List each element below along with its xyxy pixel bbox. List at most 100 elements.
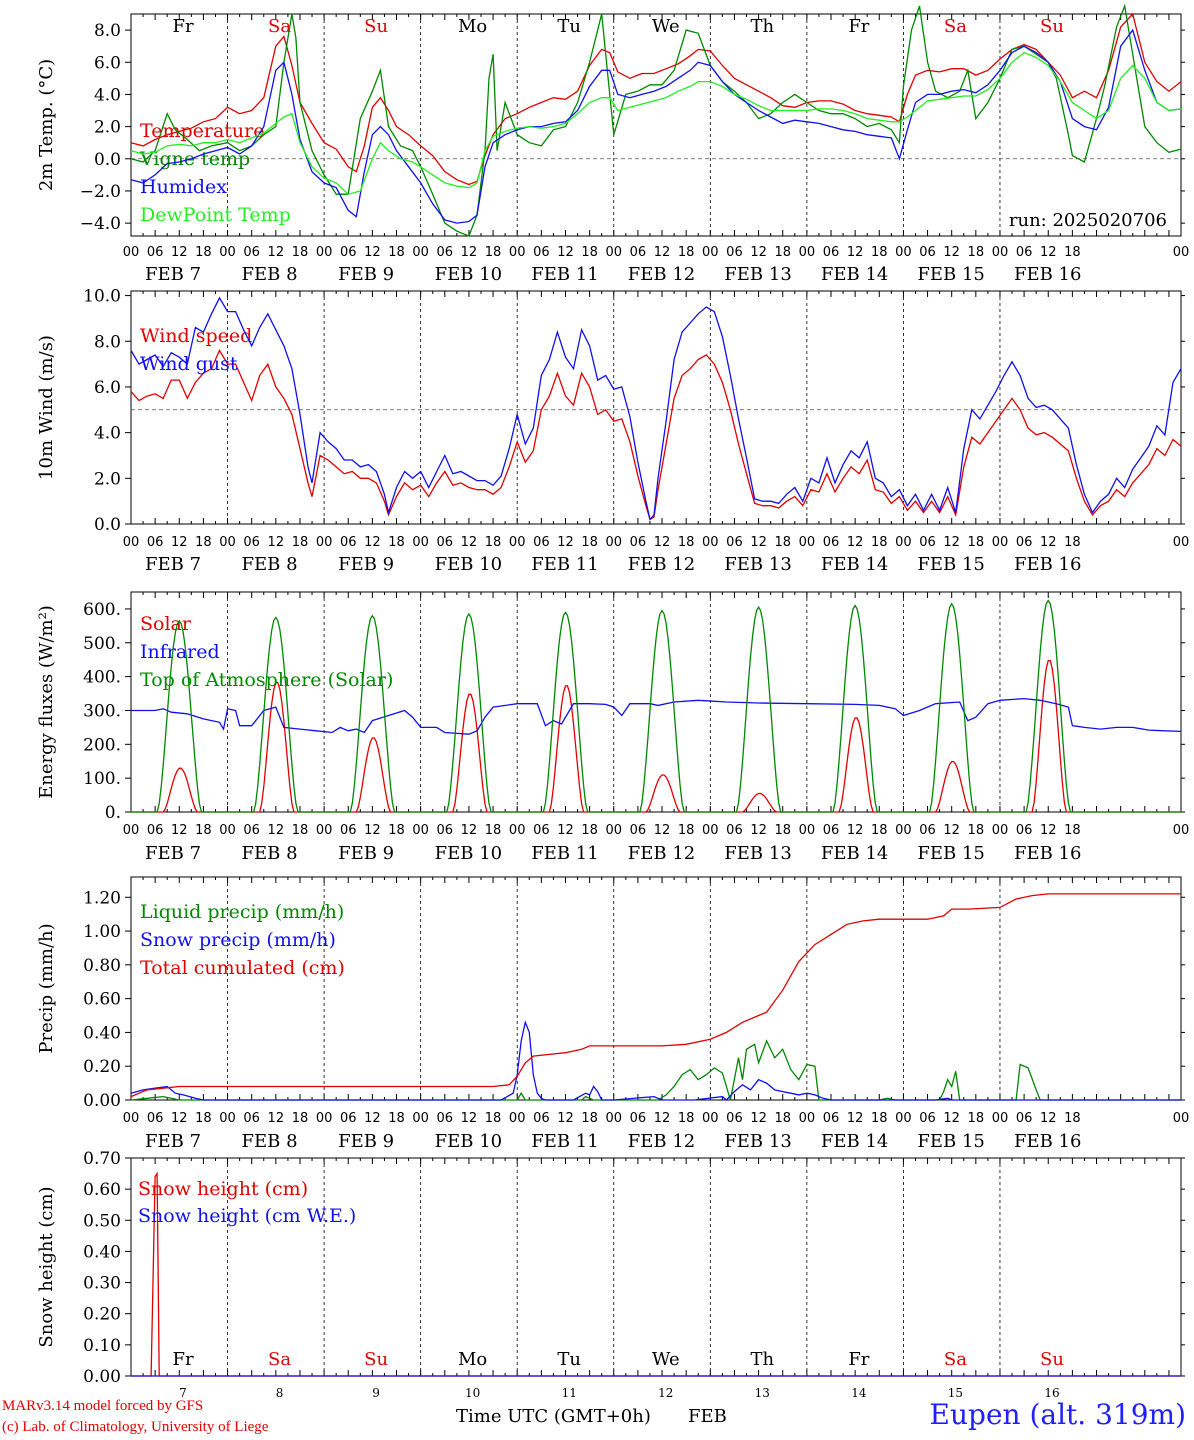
weekday-label: Fr	[848, 1349, 869, 1370]
hour-tick-label: 12	[943, 1111, 960, 1126]
date-label: FEB 15	[917, 1131, 984, 1152]
hour-tick-label: 12	[654, 823, 671, 838]
y-axis-title: Energy fluxes (W/m²)	[36, 605, 57, 799]
hour-tick-label: 06	[437, 245, 454, 260]
weekday-label: Mo	[458, 16, 487, 37]
legend-entry: Wind speed	[140, 325, 252, 347]
hour-tick-label: 00	[1173, 823, 1190, 838]
hour-tick-label: 12	[364, 245, 381, 260]
plot-frame	[130, 290, 1182, 525]
hour-tick-label: 00	[509, 823, 526, 838]
hour-tick-label: 18	[581, 823, 598, 838]
hour-tick-label: 06	[243, 1111, 260, 1126]
hour-tick-label: 00	[992, 245, 1009, 260]
hour-tick-label: 18	[485, 1111, 502, 1126]
date-label: FEB 9	[338, 1131, 394, 1152]
weekday-label: Su	[364, 16, 388, 37]
date-label: FEB 9	[338, 843, 394, 864]
weekday-label: Sa	[268, 16, 291, 37]
series-snow-height-cm	[131, 1171, 1181, 1377]
y-axis-title: 10m Wind (m/s)	[36, 335, 57, 480]
hour-tick-label: 18	[774, 535, 791, 550]
hour-tick-label: 12	[943, 245, 960, 260]
hour-tick-label: 06	[630, 535, 647, 550]
y-tick-label: 0.	[105, 803, 121, 823]
y-tick-label: 0.00	[83, 1367, 121, 1387]
date-label: FEB 13	[724, 1131, 791, 1152]
hour-tick-label: 12	[461, 823, 478, 838]
weekday-label: Sa	[944, 16, 967, 37]
hour-tick-label: 12	[943, 823, 960, 838]
hour-tick-label: 00	[219, 823, 236, 838]
hour-tick-label: 18	[292, 535, 309, 550]
hour-tick-label: 06	[726, 823, 743, 838]
hour-tick-label: 18	[774, 245, 791, 260]
date-label: FEB 15	[917, 264, 984, 285]
weekday-label: Tu	[557, 16, 581, 37]
y-tick-label: 1.00	[83, 922, 121, 942]
hour-tick-label: 00	[412, 245, 429, 260]
weekday-label: Th	[751, 1349, 775, 1370]
hour-tick-label: 18	[968, 245, 985, 260]
hour-tick-label: 18	[871, 535, 888, 550]
hour-tick-label: 06	[533, 823, 550, 838]
legend-entry: Snow height (cm)	[138, 1178, 308, 1200]
y-tick-label: −2.0	[80, 182, 121, 202]
y-tick-label: 0.20	[83, 1305, 121, 1325]
legend-entry: Temperature	[140, 120, 264, 142]
hour-tick-label: 00	[702, 1111, 719, 1126]
hour-tick-label: 18	[774, 823, 791, 838]
hour-tick-label: 06	[919, 535, 936, 550]
hour-tick-label: 06	[1016, 1111, 1033, 1126]
date-label: FEB 16	[1014, 554, 1081, 575]
y-tick-label: 0.70	[83, 1149, 121, 1169]
date-label: FEB 16	[1014, 843, 1081, 864]
y-tick-label: 100.	[83, 769, 121, 789]
hour-tick-label: 00	[219, 245, 236, 260]
series-infrared	[131, 697, 1182, 735]
y-tick-label: 0.40	[83, 1023, 121, 1043]
hour-tick-label: 06	[533, 1111, 550, 1126]
hour-tick-label: 12	[268, 245, 285, 260]
hour-tick-label: 12	[461, 245, 478, 260]
y-tick-label: 0.10	[83, 1336, 121, 1356]
hour-tick-label: 12	[171, 1111, 188, 1126]
hour-tick-label: 00	[1173, 245, 1190, 260]
date-label: FEB 16	[1014, 1131, 1081, 1152]
day-number-label: 15	[948, 1386, 963, 1400]
series-top-of-atmosphere-solar	[131, 599, 1181, 813]
legend-entry: Snow height (cm W.E.)	[138, 1205, 356, 1227]
legend-entry: Top of Atmosphere (Solar)	[140, 669, 393, 691]
hour-tick-label: 06	[243, 823, 260, 838]
hour-tick-label: 00	[799, 535, 816, 550]
date-label: FEB 7	[145, 554, 201, 575]
weekday-label: Sa	[268, 1349, 291, 1370]
date-label: FEB 9	[338, 554, 394, 575]
hour-tick-label: 00	[123, 1111, 140, 1126]
y-tick-label: 4.0	[94, 85, 121, 105]
hour-tick-label: 18	[678, 245, 695, 260]
hour-tick-label: 06	[823, 823, 840, 838]
hour-tick-label: 06	[919, 823, 936, 838]
hour-tick-label: 18	[968, 535, 985, 550]
hour-tick-label: 12	[943, 535, 960, 550]
hour-tick-label: 00	[316, 1111, 333, 1126]
weekday-label: Fr	[172, 16, 193, 37]
hour-tick-label: 12	[364, 823, 381, 838]
series-snow-precip-mm-h	[130, 1020, 1181, 1101]
hour-tick-label: 18	[1064, 245, 1081, 260]
y-axis-title: Snow height (cm)	[36, 1186, 57, 1347]
hour-tick-label: 00	[895, 1111, 912, 1126]
date-label: FEB 15	[917, 843, 984, 864]
hour-tick-label: 00	[702, 535, 719, 550]
plot-frame	[130, 591, 1182, 813]
hour-tick-label: 18	[195, 535, 212, 550]
series-wind-gust	[130, 296, 1182, 521]
weekday-label: Sa	[944, 1349, 967, 1370]
y-tick-label: 4.0	[94, 424, 121, 444]
date-label: FEB 13	[724, 554, 791, 575]
hour-tick-label: 12	[750, 1111, 767, 1126]
hour-tick-label: 18	[871, 823, 888, 838]
hour-tick-label: 00	[605, 535, 622, 550]
weekday-label: We	[652, 1349, 680, 1370]
